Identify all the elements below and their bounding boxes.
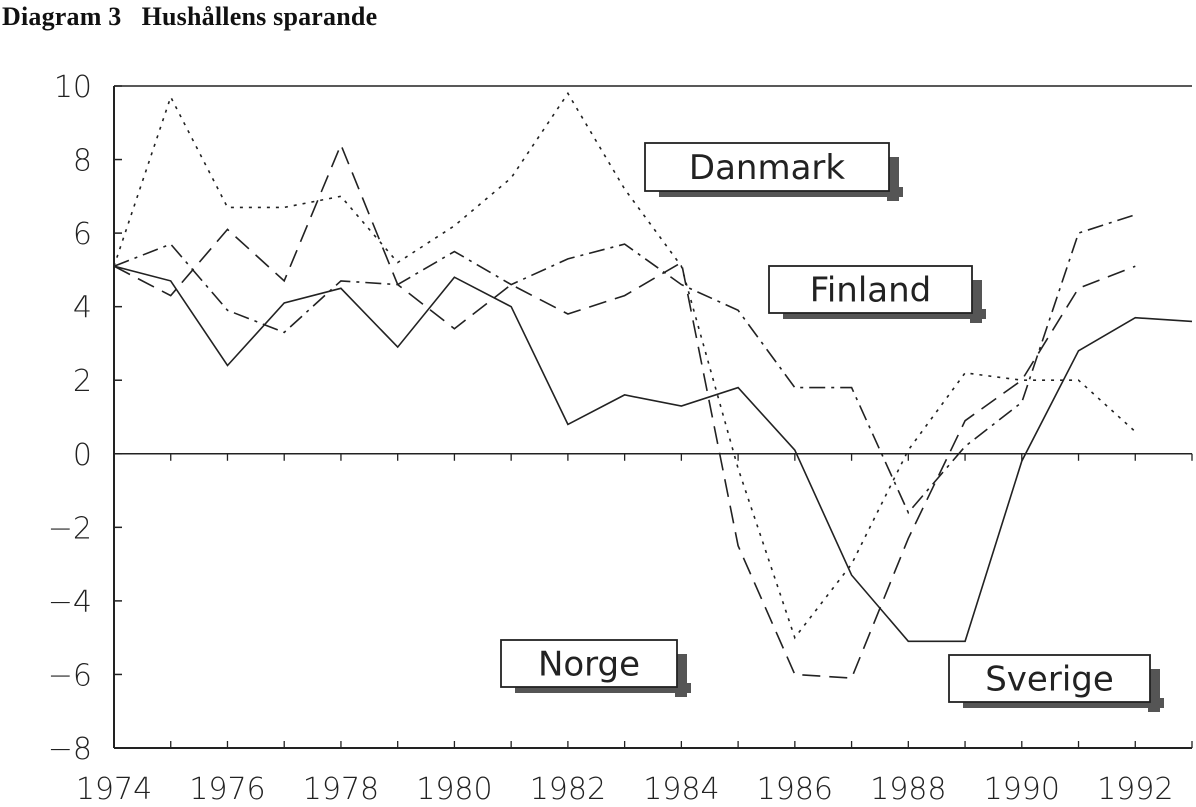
chart-series-labels: Danmark Finland Norge Sverige: [500, 142, 1164, 712]
x-tick-label: 1974: [76, 772, 152, 807]
y-tick-label: 2: [73, 364, 92, 399]
y-tick-label: 10: [54, 70, 92, 105]
label-text: Danmark: [689, 148, 845, 188]
x-tick-label: 1982: [530, 772, 606, 807]
x-tick-label: 1976: [189, 772, 265, 807]
y-tick-label: −4: [48, 585, 92, 620]
series-label-norge: Norge: [500, 639, 691, 697]
label-shadow: [970, 280, 982, 323]
label-shadow: [515, 683, 691, 693]
y-tick-label: −2: [48, 511, 92, 546]
x-tick-label: 1980: [416, 772, 492, 807]
x-tick-label: 1984: [643, 772, 719, 807]
label-text: Sverige: [985, 660, 1114, 700]
y-tick-label: 8: [73, 144, 92, 179]
label-box: [500, 639, 678, 688]
label-box: [644, 142, 890, 192]
label-shadow: [887, 157, 899, 201]
series-line-sverige: [113, 213, 1136, 515]
y-tick-label: 4: [73, 291, 92, 326]
series-label-danmark: Danmark: [644, 142, 903, 201]
y-tick-label: −8: [48, 732, 92, 767]
x-tick-label: 1988: [870, 772, 946, 807]
label-shadow: [783, 309, 986, 319]
page-title: Diagram 3 Hushållens sparande: [2, 2, 378, 31]
label-box: [948, 654, 1151, 703]
y-tick-label: 6: [73, 217, 92, 252]
series-line-norge: [113, 265, 1193, 643]
x-tick-label: 1992: [1097, 772, 1173, 807]
series-label-sverige: Sverige: [948, 654, 1164, 712]
y-tick-label: 0: [73, 438, 92, 473]
chart-series: [113, 91, 1193, 679]
series-label-finland: Finland: [768, 265, 986, 323]
series-line-danmark: [113, 91, 1136, 640]
label-shadow: [963, 698, 1164, 708]
label-box: [768, 265, 973, 314]
label-text: Finland: [810, 271, 932, 311]
x-tick-label: 1986: [757, 772, 833, 807]
label-shadow: [659, 187, 903, 197]
x-tick-label: 1990: [984, 772, 1060, 807]
label-shadow: [675, 654, 687, 697]
y-tick-label: −6: [48, 658, 92, 693]
label-shadow: [1148, 669, 1160, 712]
series-line-finland: [113, 142, 1136, 679]
label-text: Norge: [538, 645, 640, 685]
chart-axes: 10 8 6 4 2 0 −2 −4 −6 −8 1974 1976 1978 1980 1982 1984 1…: [48, 70, 1193, 807]
x-tick-label: 1978: [303, 772, 379, 807]
